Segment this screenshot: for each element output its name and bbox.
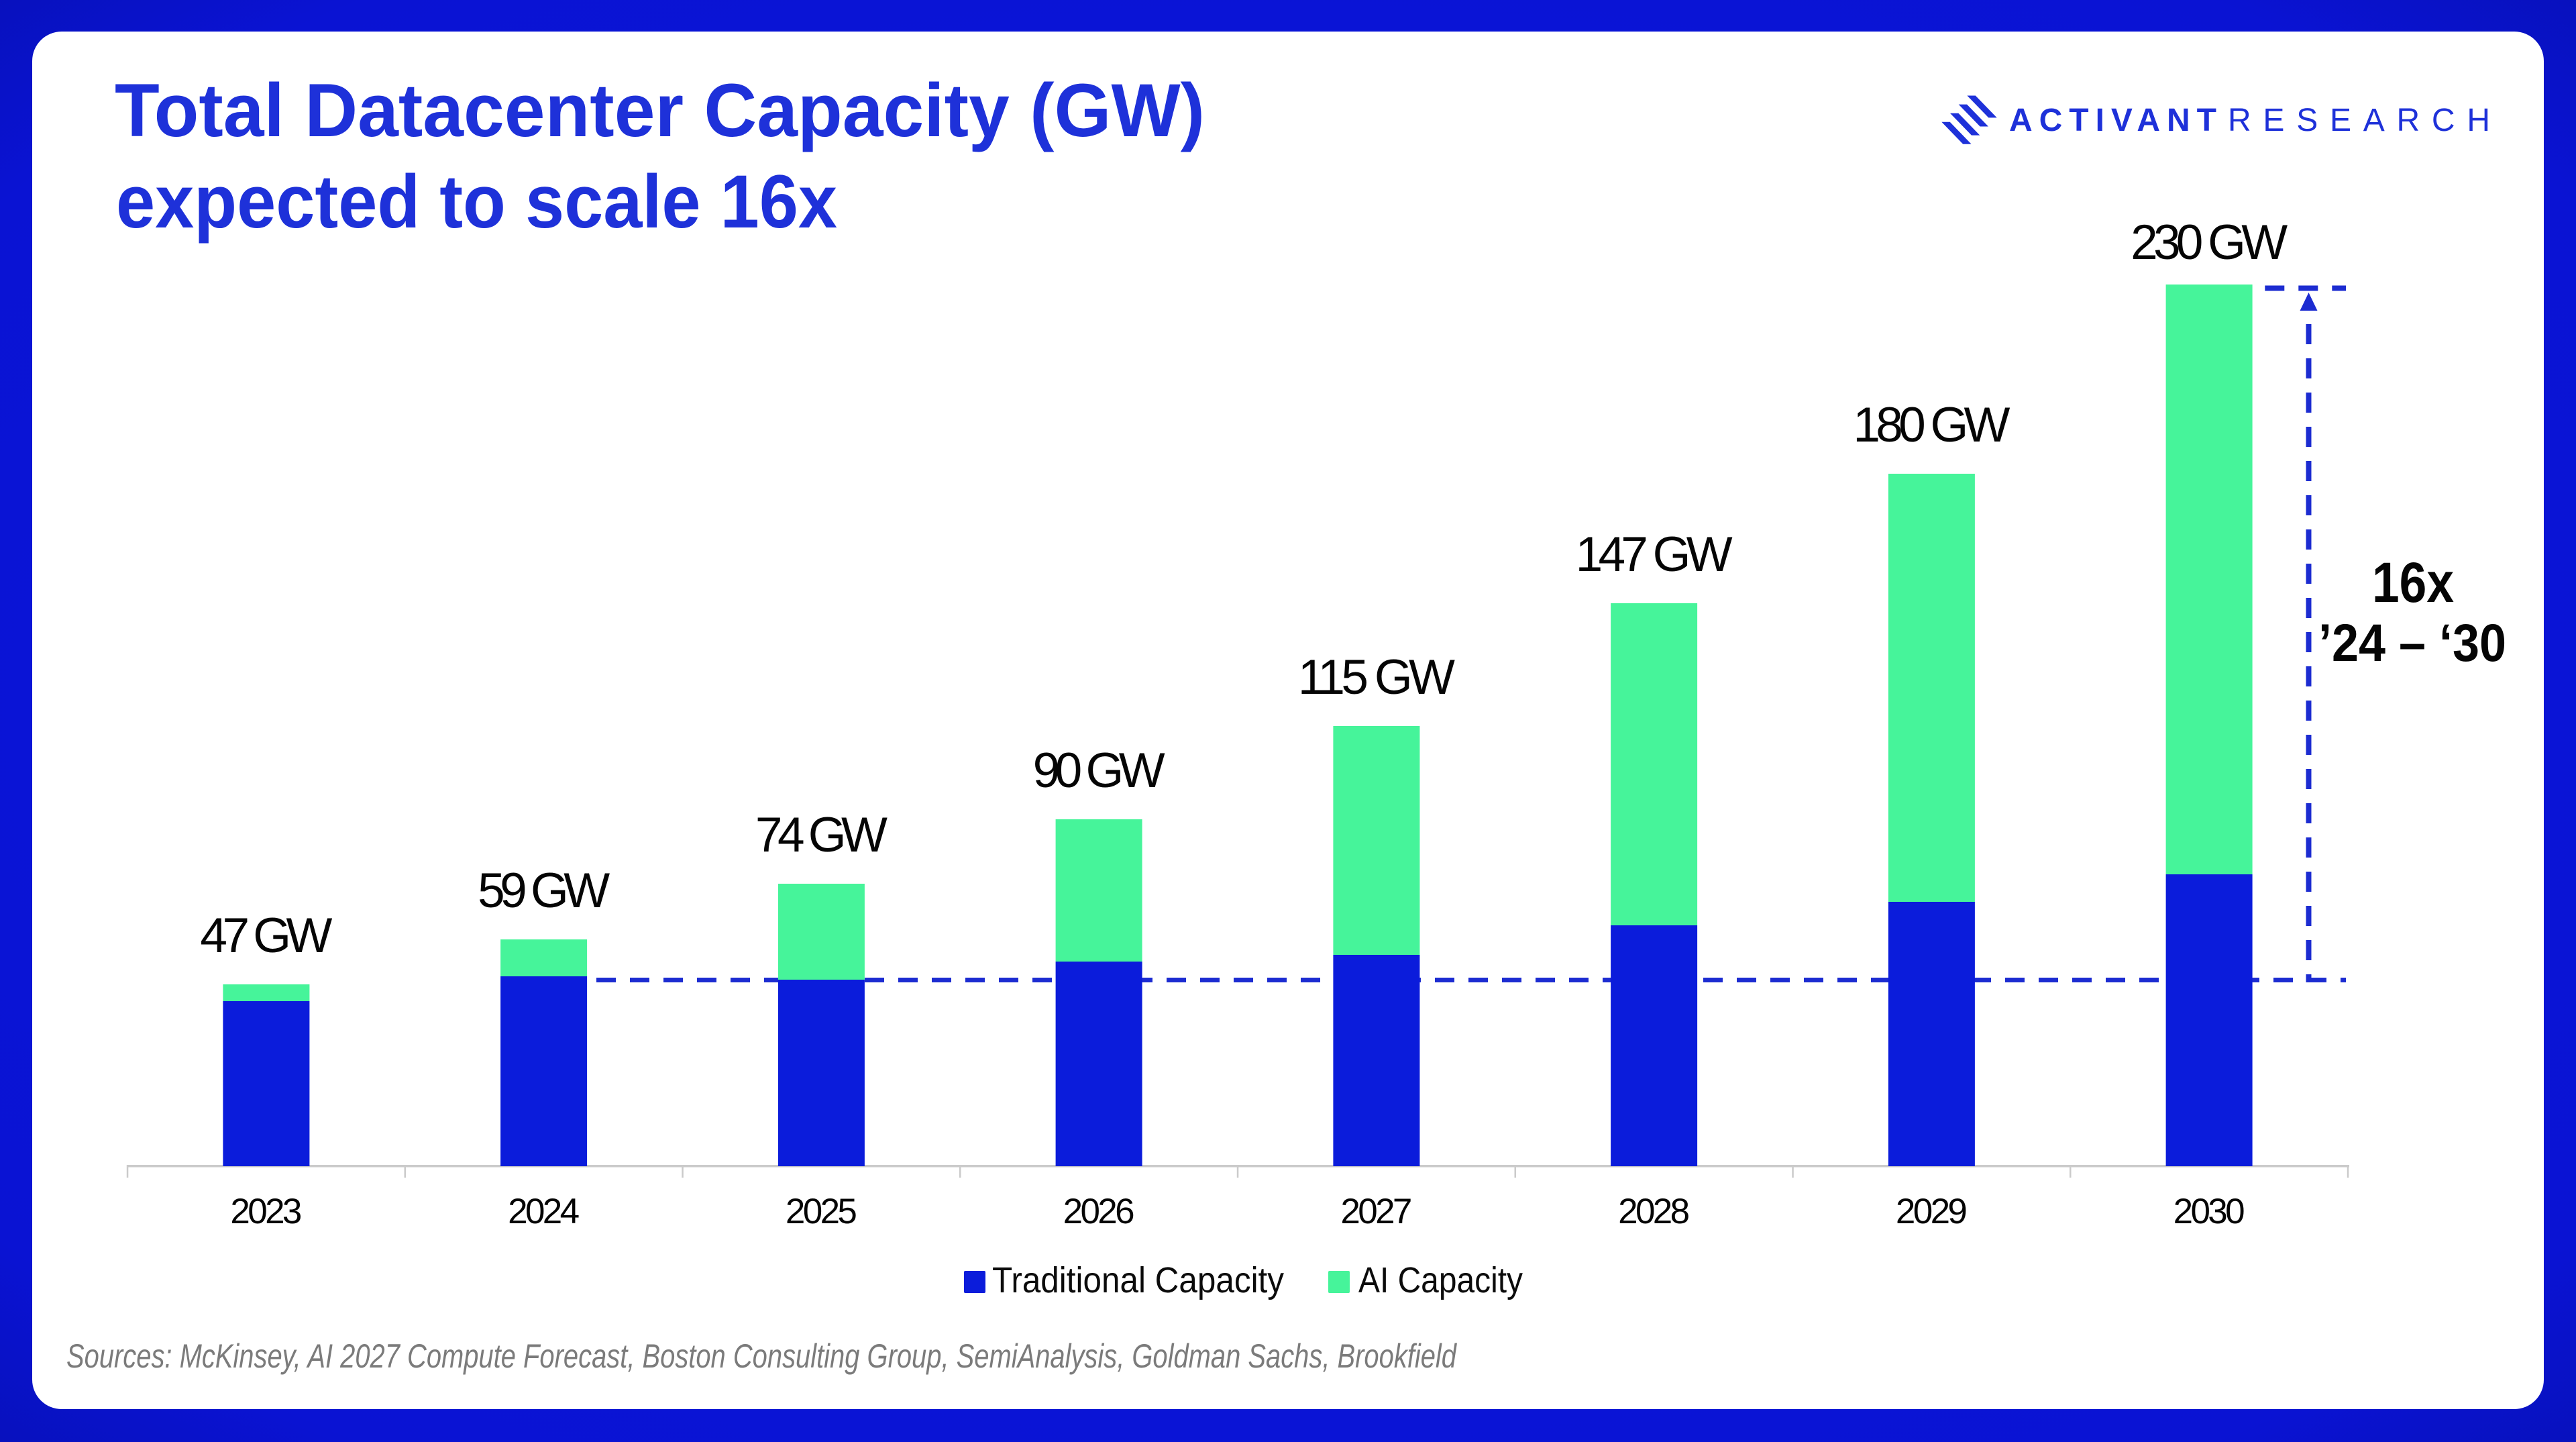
svg-text:2030: 2030: [2174, 1192, 2245, 1231]
svg-text:2029: 2029: [1896, 1192, 1968, 1231]
svg-text:ACTIVANT: ACTIVANT: [2009, 103, 2216, 138]
svg-text:2027: 2027: [1340, 1192, 1412, 1231]
svg-text:Sources: McKinsey, AI 2027 Com: Sources: McKinsey, AI 2027 Compute Forec…: [66, 1337, 1458, 1375]
svg-text:Total Datacenter Capacity (GW): Total Datacenter Capacity (GW): [115, 68, 1205, 152]
svg-text:180 GW: 180 GW: [1853, 398, 2010, 452]
svg-text:115 GW: 115 GW: [1298, 650, 1455, 705]
svg-text:’24 – ‘30: ’24 – ‘30: [2318, 613, 2506, 672]
svg-text:AI Capacity: AI Capacity: [1358, 1260, 1523, 1300]
svg-text:2028: 2028: [1618, 1192, 1690, 1231]
svg-text:2023: 2023: [230, 1192, 302, 1231]
svg-text:59 GW: 59 GW: [478, 864, 610, 918]
svg-text:230 GW: 230 GW: [2131, 215, 2288, 270]
svg-text:expected to scale 16x: expected to scale 16x: [116, 160, 837, 244]
svg-text:90 GW: 90 GW: [1033, 743, 1165, 798]
svg-text:47 GW: 47 GW: [200, 909, 332, 963]
svg-text:2026: 2026: [1063, 1192, 1135, 1231]
svg-text:2025: 2025: [786, 1192, 857, 1231]
svg-text:147 GW: 147 GW: [1576, 527, 1733, 582]
svg-text:16x: 16x: [2372, 551, 2454, 614]
svg-text:74 GW: 74 GW: [755, 808, 888, 862]
svg-text:2024: 2024: [508, 1192, 580, 1231]
svg-text:Traditional Capacity: Traditional Capacity: [992, 1260, 1284, 1300]
